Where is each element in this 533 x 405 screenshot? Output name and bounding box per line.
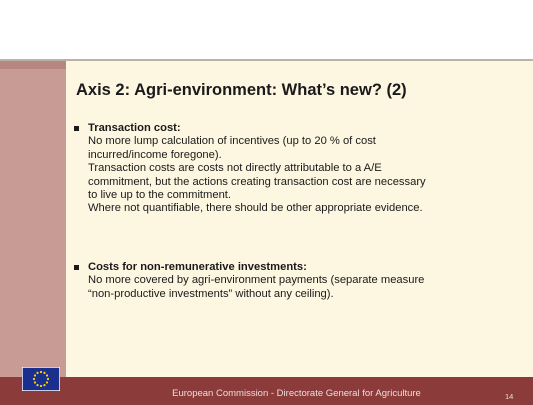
bullet-heading: Transaction cost: bbox=[88, 122, 181, 134]
bullet-line: No more covered by agri-environment paym… bbox=[88, 274, 425, 287]
bullet-line: to live up to the commitment. bbox=[88, 189, 232, 202]
bullet-line: incurred/income foregone). bbox=[88, 148, 222, 161]
flag-field bbox=[22, 367, 60, 391]
sidebar-band bbox=[0, 61, 66, 69]
page-number: 14 bbox=[505, 392, 514, 401]
footer: European Commission - Directorate Genera… bbox=[0, 377, 533, 405]
flag-stars bbox=[32, 370, 50, 388]
top-rule bbox=[0, 59, 533, 61]
bullet-line: Where not quantifiable, there should be … bbox=[88, 202, 423, 215]
bullet-mark bbox=[74, 126, 79, 131]
bullet-line: Transaction costs are costs not directly… bbox=[88, 162, 382, 175]
footer-text: European Commission - Directorate Genera… bbox=[172, 388, 421, 399]
bullet-heading: Costs for non-remunerative investments: bbox=[88, 261, 307, 273]
slide-title: Axis 2: Agri-environment: What’s new? (2… bbox=[76, 81, 407, 99]
sidebar bbox=[0, 61, 66, 377]
bullet-line: commitment, but the actions creating tra… bbox=[88, 175, 426, 188]
bullet-mark bbox=[74, 265, 79, 270]
bullet-item: Costs for non-remunerative investments: N… bbox=[74, 261, 424, 301]
content: Axis 2: Agri-environment: What’s new? (2… bbox=[66, 61, 533, 377]
eu-flag bbox=[22, 367, 60, 391]
bullet-line: “non-productive investments” without any… bbox=[88, 287, 334, 300]
bullet-item: Transaction cost: No more lump calculatio… bbox=[74, 122, 426, 216]
bullet-line: No more lump calculation of incentives (… bbox=[88, 135, 376, 148]
